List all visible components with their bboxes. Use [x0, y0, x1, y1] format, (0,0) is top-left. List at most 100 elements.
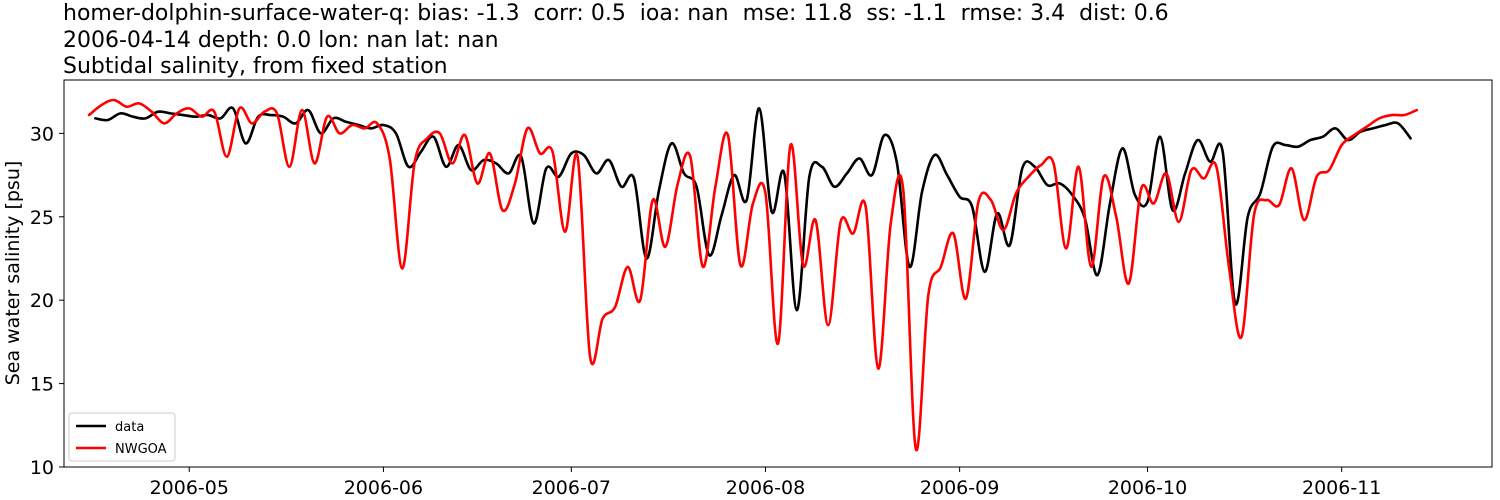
data-point-nwgoa [564, 230, 566, 233]
data-point-data [1159, 135, 1161, 138]
x-tick-label: 2006-06 [344, 477, 423, 499]
data-point-nwgoa [1278, 204, 1280, 207]
data-point-data [545, 167, 548, 170]
data-point-data [745, 199, 748, 202]
data-point-data [1296, 145, 1299, 148]
axes-frame [63, 79, 1493, 468]
data-point-nwgoa [163, 122, 166, 125]
data-point-nwgoa [225, 155, 228, 158]
data-point-data [119, 112, 122, 115]
data-point-nwgoa [1365, 125, 1368, 128]
data-point-data [232, 107, 235, 110]
data-point-nwgoa [701, 265, 704, 268]
series-layer [87, 98, 1419, 452]
data-point-data [820, 165, 823, 168]
ticks-layer: 2006-05 2006-06 2006-07 2006-08 2006-09 2006-… [30, 123, 1382, 499]
legend-label-data: data [115, 420, 144, 435]
data-point-data [658, 189, 660, 191]
data-point-data [169, 112, 172, 115]
data-point-nwgoa [902, 189, 905, 191]
data-point-data [445, 165, 447, 168]
data-point-nwgoa [376, 122, 379, 125]
data-point-data [1259, 192, 1262, 195]
data-point-data [1134, 194, 1136, 197]
data-point-data [683, 172, 685, 175]
data-point-data [131, 115, 134, 118]
data-point-data [1409, 137, 1412, 140]
data-point-data [595, 172, 598, 175]
data-point-nwgoa [1378, 117, 1381, 120]
data-point-nwgoa [802, 264, 804, 267]
data-point-data [1146, 200, 1149, 203]
y-axis-label: Sea water salinity [psu] [2, 161, 24, 386]
data-point-nwgoa [1127, 282, 1130, 285]
data-point-data [858, 157, 861, 160]
data-point-nwgoa [576, 155, 579, 158]
data-point-nwgoa [852, 232, 855, 235]
data-point-nwgoa [200, 115, 203, 118]
y-tick-label: 20 [30, 290, 54, 312]
data-point-data [833, 185, 836, 188]
data-point-nwgoa [1115, 215, 1118, 218]
data-point-data [633, 177, 635, 180]
y-tick-label: 10 [30, 457, 54, 479]
chart-title-metrics: homer-dolphin-surface-water-q: bias: -1.… [63, 1, 1169, 26]
data-point-nwgoa [138, 102, 141, 105]
x-tick-label: 2006-08 [726, 477, 805, 499]
data-point-nwgoa [1002, 229, 1005, 232]
data-point-nwgoa [1177, 220, 1180, 223]
data-point-nwgoa [1015, 192, 1017, 195]
data-point-nwgoa [764, 192, 767, 195]
x-tick-label: 2006-05 [150, 477, 229, 499]
data-point-data [1334, 127, 1337, 130]
data-point-data [946, 174, 949, 176]
data-point-nwgoa [351, 124, 354, 126]
data-point-data [369, 127, 372, 130]
data-point-nwgoa [175, 112, 178, 115]
data-point-nwgoa [463, 134, 466, 136]
data-point-data [1046, 184, 1049, 186]
data-point-nwgoa [1090, 265, 1093, 268]
data-point-data [407, 165, 410, 168]
chart-title-description: Subtidal salinity, from fixed station [63, 54, 448, 79]
data-point-data [1021, 167, 1024, 170]
data-point-data [94, 117, 97, 120]
data-point-nwgoa [401, 267, 404, 270]
data-point-nwgoa [839, 220, 842, 223]
data-point-data [883, 134, 886, 136]
data-point-nwgoa [777, 342, 779, 345]
data-point-data [783, 172, 786, 175]
data-point-nwgoa [964, 297, 967, 300]
data-point-nwgoa [1403, 114, 1406, 116]
data-point-nwgoa [338, 132, 341, 135]
data-point-data [495, 162, 498, 165]
data-point-nwgoa [301, 109, 303, 111]
data-point-data [708, 254, 711, 257]
data-point-nwgoa [1027, 175, 1030, 178]
data-point-nwgoa [276, 112, 278, 115]
y-tick-label: 15 [30, 374, 54, 396]
data-point-data [695, 185, 698, 188]
data-point-nwgoa [88, 114, 90, 116]
data-point-nwgoa [1303, 219, 1306, 222]
data-point-nwgoa [977, 200, 980, 203]
data-point-data [570, 152, 573, 155]
data-point-data [770, 210, 773, 213]
data-point-data [921, 190, 923, 193]
data-point-data [808, 175, 811, 178]
data-point-nwgoa [238, 107, 241, 110]
data-point-data [607, 159, 610, 161]
data-point-nwgoa [927, 294, 930, 297]
data-point-nwgoa [250, 122, 253, 125]
data-point-data [470, 169, 473, 171]
data-point-nwgoa [1228, 265, 1230, 268]
y-tick-label: 30 [30, 123, 54, 145]
data-point-data [1096, 274, 1099, 277]
data-point-nwgoa [476, 182, 479, 185]
data-point-data [207, 114, 209, 116]
data-point-nwgoa [326, 115, 328, 118]
data-point-nwgoa [589, 356, 592, 358]
data-point-nwgoa [1077, 165, 1080, 168]
data-point-data [758, 107, 761, 110]
data-point-data [582, 154, 585, 156]
